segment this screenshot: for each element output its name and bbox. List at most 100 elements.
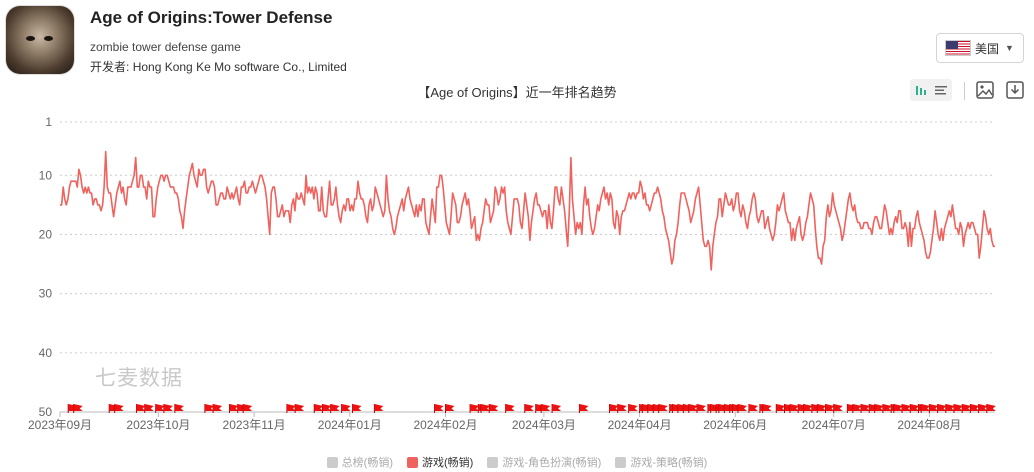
legend-swatch: [487, 456, 499, 468]
flag-icon: [789, 404, 799, 411]
grid-layer: [60, 121, 995, 354]
y-axis: 1 10 20 30 40 50: [39, 115, 53, 419]
flag-icon: [579, 404, 589, 411]
flag-icon: [286, 404, 296, 411]
y-tick-label: 20: [39, 227, 53, 241]
chart-type-toggle[interactable]: [910, 79, 952, 101]
country-selector[interactable]: 美国 ▼: [936, 33, 1024, 63]
x-tick-label: 2024年04月: [608, 418, 672, 432]
flag-marker: [737, 404, 748, 413]
legend-item[interactable]: 游戏-策略(畅销): [615, 454, 707, 470]
flag-marker: [833, 404, 843, 413]
flag-marker: [505, 404, 515, 413]
x-tick-label: 2024年08月: [897, 418, 961, 432]
flag-marker: [775, 404, 786, 413]
series-layer: [60, 150, 995, 271]
flag-icon: [945, 404, 955, 411]
list-icon[interactable]: [931, 80, 951, 100]
flag-marker: [617, 404, 627, 413]
flag-icon: [970, 404, 980, 411]
flag-icon: [825, 404, 835, 411]
flag-icon: [762, 404, 772, 411]
flag-icon: [352, 404, 362, 411]
flag-marker: [874, 404, 884, 413]
flag-marker: [313, 404, 324, 413]
flag-marker: [229, 404, 239, 413]
flag-icon: [658, 404, 668, 411]
flag-marker: [73, 404, 83, 413]
bar-chart-icon[interactable]: [911, 80, 931, 100]
flag-marker: [163, 404, 173, 413]
legend-label: 游戏-角色扮演(畅销): [502, 457, 602, 469]
flag-icon: [776, 404, 786, 411]
legend-item[interactable]: 总榜(畅销): [326, 454, 393, 470]
flag-icon: [874, 404, 884, 411]
flag-icon: [953, 404, 963, 411]
legend-swatch: [615, 456, 627, 468]
app-title: Age of Origins:Tower Defense: [90, 8, 333, 27]
flag-icon: [481, 404, 491, 411]
flag-marker: [969, 404, 980, 413]
flag-marker: [551, 404, 562, 413]
y-tick-label: 10: [39, 168, 53, 182]
flag-marker: [789, 404, 799, 413]
flag-icon: [470, 404, 480, 411]
flag-icon: [748, 404, 758, 411]
flag-marker: [953, 404, 963, 413]
flag-icon: [489, 404, 499, 411]
flag-icon: [882, 404, 892, 411]
series-line: [60, 150, 995, 271]
flag-marker: [174, 404, 184, 413]
flag-icon: [986, 404, 996, 411]
flag-marker: [524, 404, 534, 413]
flag-icon: [893, 404, 903, 411]
download-icon[interactable]: [1004, 79, 1026, 101]
x-tick-label: 2024年01月: [318, 418, 382, 432]
flag-icon: [314, 404, 324, 411]
flag-marker: [294, 404, 305, 413]
developer-name[interactable]: Hong Kong Ke Mo software Co., Limited: [132, 60, 347, 74]
developer-label: 开发者:: [90, 60, 130, 74]
flag-icon: [341, 404, 351, 411]
flag-icon: [697, 404, 707, 411]
flag-marker: [628, 404, 638, 413]
flag-icon: [144, 404, 154, 411]
y-tick-label: 30: [39, 287, 53, 301]
flag-icon: [552, 404, 562, 411]
x-axis: 2023年09月 2023年10月 2023年11月 2024年01月 2024年02月…: [28, 411, 995, 432]
x-tick-label: 2023年11月: [223, 418, 286, 432]
flag-marker: [882, 404, 892, 413]
flag-icon: [524, 404, 534, 411]
y-tick-label: 50: [39, 405, 53, 419]
flag-markers: [67, 404, 996, 413]
flag-icon: [155, 404, 165, 411]
legend-item[interactable]: 游戏-角色扮演(畅销): [487, 454, 601, 470]
legend-item[interactable]: 游戏(畅销): [407, 454, 473, 470]
flag-marker: [212, 404, 223, 413]
flag-icon: [322, 404, 332, 411]
flag-icon: [114, 404, 124, 411]
flag-icon: [921, 404, 931, 411]
flag-icon: [861, 404, 871, 411]
flag-marker: [803, 404, 813, 413]
chart-legend: 总榜(畅销) 游戏(畅销) 游戏-角色扮演(畅销) 游戏-策略(畅销): [0, 454, 1034, 470]
flag-icon: [73, 404, 83, 411]
legend-swatch: [326, 456, 338, 468]
flag-marker: [444, 404, 455, 413]
flag-marker: [824, 404, 835, 413]
flag-marker: [860, 404, 871, 413]
x-tick-label: 2024年07月: [802, 418, 866, 432]
save-image-icon[interactable]: [974, 79, 996, 101]
flag-icon: [803, 404, 813, 411]
flag-marker: [688, 404, 698, 413]
flag-icon: [330, 404, 340, 411]
flag-marker: [155, 404, 165, 413]
legend-swatch: [407, 456, 418, 468]
flag-icon: [852, 404, 862, 411]
app-icon-eye-right: [44, 36, 53, 41]
legend-label: 游戏(畅销): [422, 457, 474, 469]
flag-icon: [213, 404, 223, 411]
flag-marker: [114, 404, 124, 413]
app-icon: [6, 6, 74, 74]
